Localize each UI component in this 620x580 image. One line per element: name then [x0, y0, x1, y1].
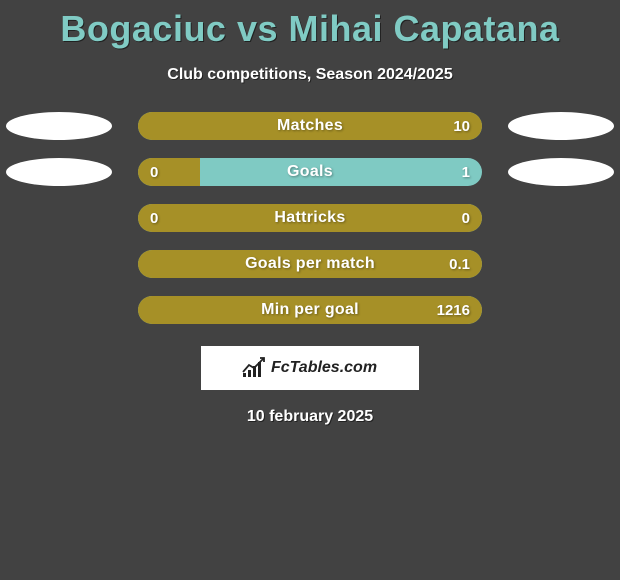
branding-text: FcTables.com	[271, 359, 377, 377]
player-right-oval	[508, 158, 614, 186]
stat-rows: Matches 10 0 Goals 1 0 Hattricks 0	[0, 112, 620, 324]
stat-row: Min per goal 1216	[0, 296, 620, 324]
stat-label: Min per goal	[138, 296, 482, 324]
stat-bar: 0 Goals 1	[138, 158, 482, 186]
stat-row: Goals per match 0.1	[0, 250, 620, 278]
stat-bar: Goals per match 0.1	[138, 250, 482, 278]
comparison-title: Bogaciuc vs Mihai Capatana	[0, 0, 620, 50]
bar-chart-icon	[243, 359, 265, 377]
stat-value-right: 1	[462, 158, 470, 186]
stat-label: Goals	[138, 158, 482, 186]
stat-bar: Min per goal 1216	[138, 296, 482, 324]
player-left-oval	[6, 112, 112, 140]
player-right-oval	[508, 112, 614, 140]
stat-row: 0 Hattricks 0	[0, 204, 620, 232]
stat-row: Matches 10	[0, 112, 620, 140]
stat-row: 0 Goals 1	[0, 158, 620, 186]
stat-value-right: 0	[462, 204, 470, 232]
stat-value-right: 0.1	[449, 250, 470, 278]
date-text: 10 february 2025	[0, 408, 620, 426]
stat-label: Hattricks	[138, 204, 482, 232]
stat-value-right: 10	[453, 112, 470, 140]
player-left-oval	[6, 158, 112, 186]
branding-box: FcTables.com	[201, 346, 419, 390]
stat-bar: 0 Hattricks 0	[138, 204, 482, 232]
stat-bar: Matches 10	[138, 112, 482, 140]
stat-label: Goals per match	[138, 250, 482, 278]
stat-value-right: 1216	[437, 296, 470, 324]
stat-label: Matches	[138, 112, 482, 140]
season-subtitle: Club competitions, Season 2024/2025	[0, 66, 620, 84]
